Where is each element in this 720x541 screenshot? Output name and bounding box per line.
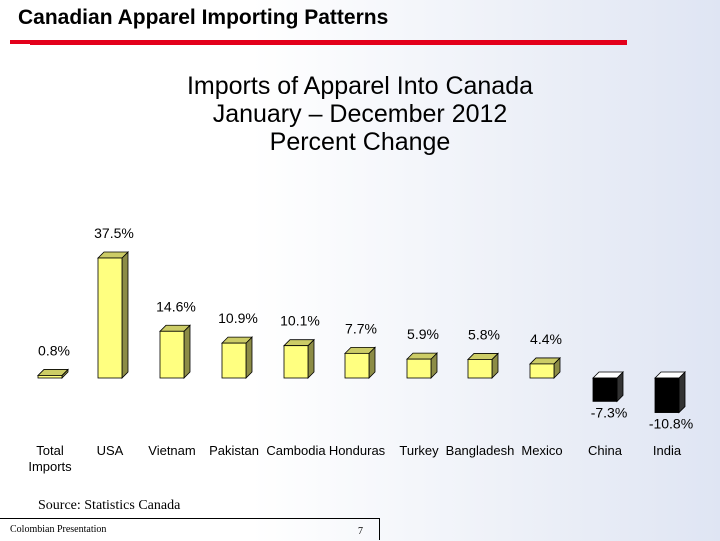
bar-side-3 <box>245 336 253 379</box>
value-label-0: 0.8% <box>38 342 70 358</box>
bar-8 <box>529 356 561 379</box>
category-label-5: Honduras <box>329 443 386 458</box>
category-label-2: Vietnam <box>148 443 195 458</box>
value-label-8: 4.4% <box>530 331 562 347</box>
bar-side-4 <box>307 338 315 379</box>
bar-front-4 <box>283 345 309 379</box>
bar-front-8 <box>529 363 555 379</box>
bar-front-9 <box>592 377 618 402</box>
bar-front-1 <box>97 257 123 379</box>
footer-bar <box>0 518 379 541</box>
value-label-6: 5.9% <box>407 326 439 342</box>
bar-5 <box>344 346 376 379</box>
category-label-9: China <box>588 443 623 458</box>
value-label-9: -7.3% <box>591 404 628 420</box>
value-label-4: 10.1% <box>280 313 320 329</box>
bar-6 <box>406 352 438 379</box>
bar-1 <box>97 251 129 379</box>
footer-divider <box>379 518 380 540</box>
footer-presentation-label: Colombian Presentation <box>10 524 107 535</box>
bar-0 <box>37 368 69 379</box>
value-label-1: 37.5% <box>94 225 134 241</box>
bar-side-2 <box>183 324 191 379</box>
bar-front-7 <box>467 359 493 379</box>
chart-title: Imports of Apparel Into Canada <box>186 72 534 100</box>
bar-front-3 <box>221 342 247 379</box>
value-label-7: 5.8% <box>468 326 500 342</box>
bar-chart: 0.8% Total Imports 37.5% USA 14.6% Vietnam 10.9… <box>28 225 693 474</box>
bar-front-0 <box>37 375 63 379</box>
bar-side-1 <box>121 251 129 379</box>
category-label-0: Total Imports <box>28 443 72 474</box>
bar-front-2 <box>159 330 185 379</box>
slide-title: Canadian Apparel Importing Patterns <box>18 6 389 29</box>
category-label-6: Turkey <box>399 443 439 458</box>
bar-2 <box>159 324 191 379</box>
value-label-3: 10.9% <box>218 310 258 326</box>
source-note: Source: Statistics Canada <box>38 498 181 513</box>
category-label-4: Cambodia <box>266 443 326 458</box>
category-label-1: USA <box>97 443 124 458</box>
value-label-10: -10.8% <box>649 416 693 432</box>
bar-7 <box>467 352 499 379</box>
bar-side-10 <box>678 371 686 414</box>
chart-subtitle-line-1: January – December 2012 <box>212 100 508 128</box>
category-label-10: India <box>653 443 682 458</box>
chart-subtitle-line-2: Percent Change <box>269 128 451 156</box>
bar-front-5 <box>344 352 370 379</box>
bar-9 <box>592 371 624 403</box>
category-label-7: Bangladesh <box>446 443 515 458</box>
bar-3 <box>221 336 253 379</box>
bar-front-6 <box>406 358 432 379</box>
bar-10 <box>654 371 686 414</box>
page-number: 7 <box>358 526 363 537</box>
value-label-5: 7.7% <box>345 320 377 336</box>
title-rule-underline <box>30 44 627 45</box>
bar-4 <box>283 338 315 379</box>
value-label-2: 14.6% <box>156 298 196 314</box>
category-label-8: Mexico <box>521 443 562 458</box>
bar-front-10 <box>654 377 680 413</box>
title-rule <box>10 40 627 44</box>
category-label-3: Pakistan <box>209 443 259 458</box>
